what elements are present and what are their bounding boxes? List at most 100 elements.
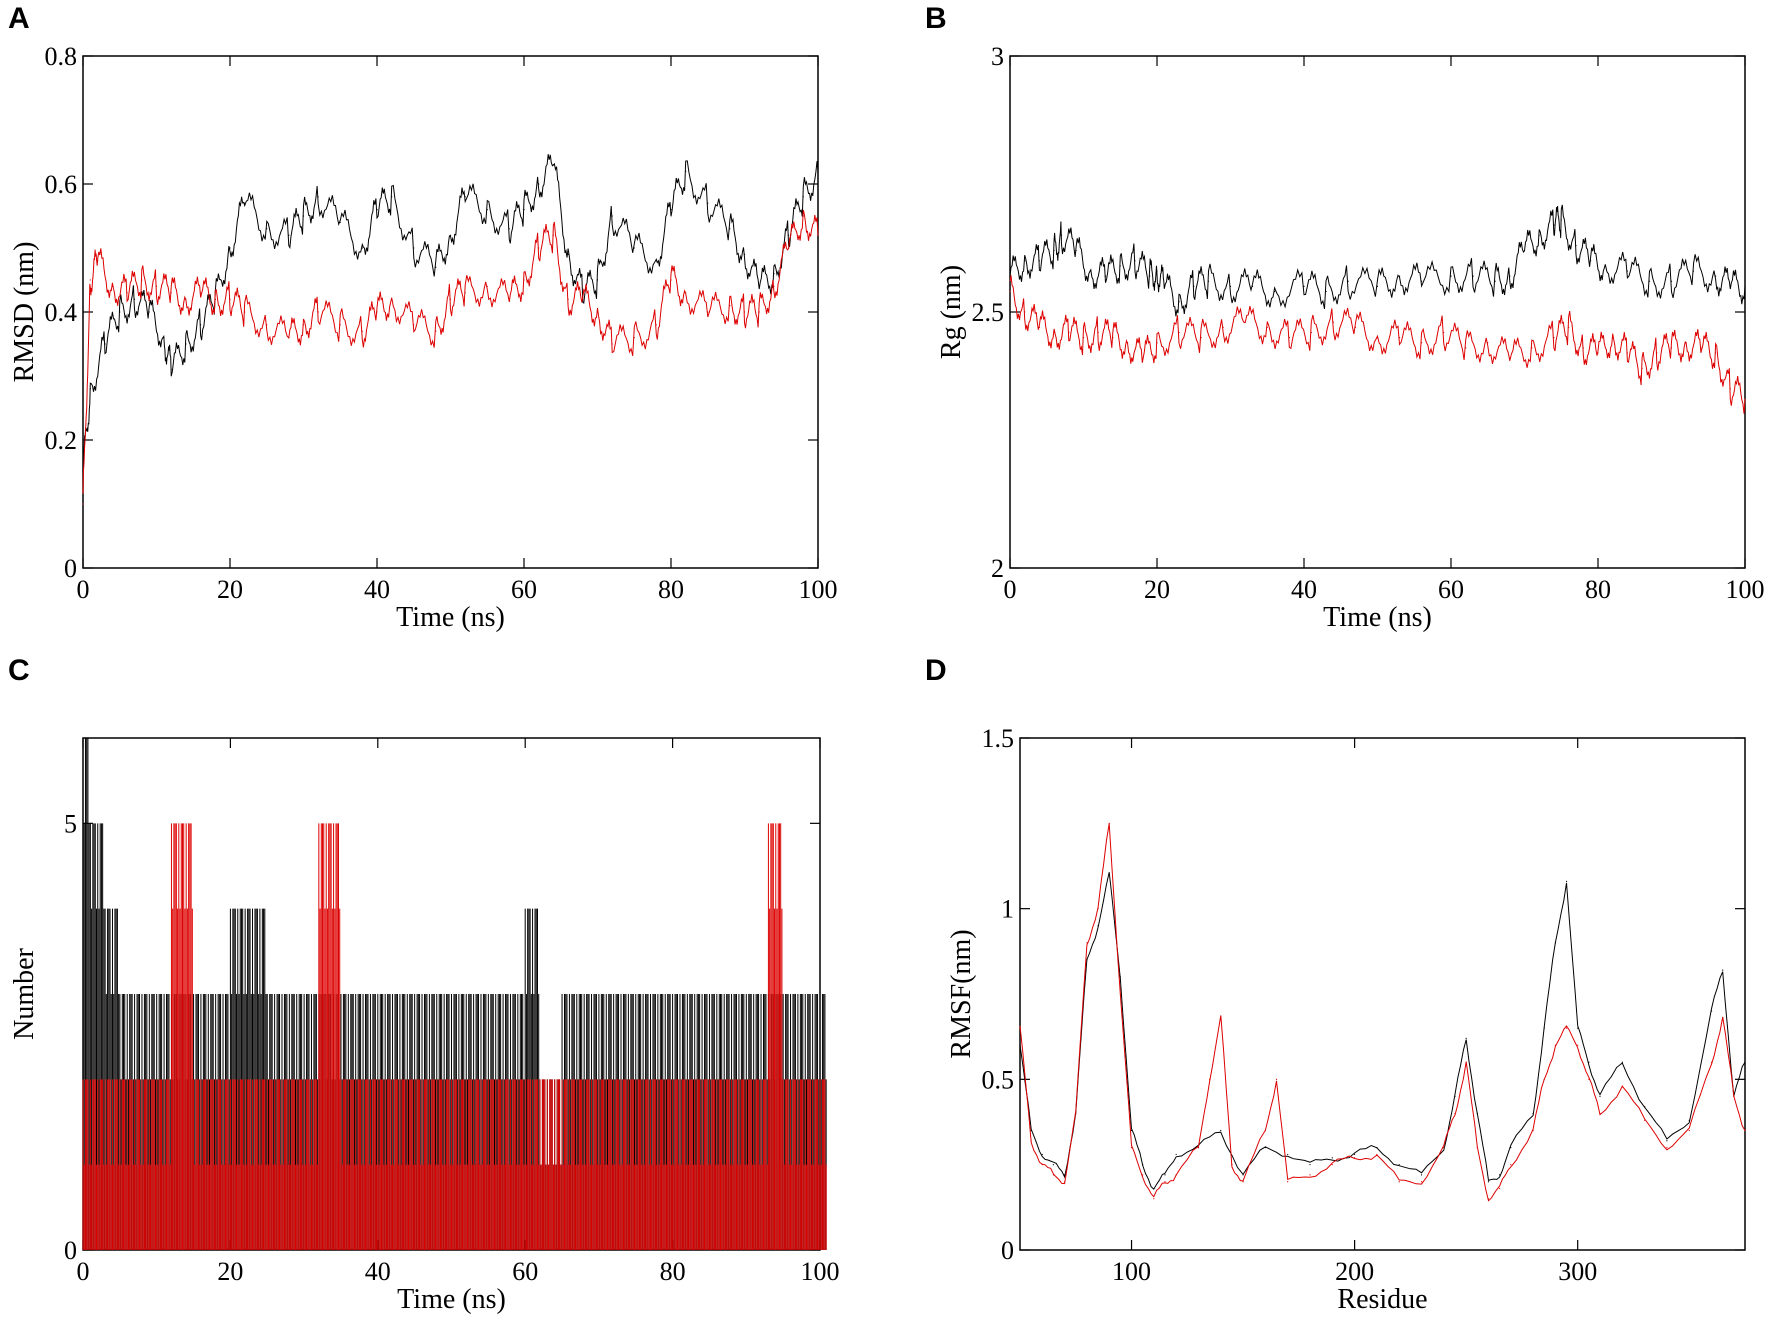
panel-b-point-black — [1156, 270, 1158, 272]
panel-b-point-black — [1178, 301, 1180, 303]
panel-a-point-black — [449, 234, 452, 236]
panel-a-point-red — [266, 324, 268, 326]
panel-a-point-red — [758, 311, 760, 313]
panel-d-x-axis-title: Residue — [1337, 1284, 1427, 1315]
panel-a-point-red — [317, 311, 319, 313]
panel-d-point-red — [1064, 1181, 1066, 1183]
panel-b-point-red — [1082, 337, 1085, 339]
panel-d-point-black — [1420, 1174, 1423, 1176]
panel-a-point-black — [266, 228, 268, 230]
panel-b-point-red — [1443, 331, 1445, 334]
panel-b-point-black — [1744, 285, 1746, 287]
panel-d-point-black — [1331, 1157, 1333, 1159]
panel-a-point-black — [361, 247, 363, 249]
panel-a-series-black — [82, 154, 819, 473]
panel-b-point-black — [1670, 280, 1673, 282]
panel-d-point-red — [1532, 1129, 1534, 1132]
panel-b-point-black — [1523, 249, 1526, 252]
panel-a-point-black — [170, 369, 172, 371]
panel-d-point-black — [1287, 1153, 1289, 1156]
panel-a-point-red — [611, 343, 613, 345]
panel-b-point-black — [1119, 265, 1121, 267]
panel-b-point-black — [1274, 290, 1276, 293]
panel-b-point-red — [1398, 337, 1401, 339]
panel-d-point-red — [1376, 1153, 1378, 1156]
panel-d-point-red — [1443, 1147, 1445, 1149]
panel-b-point-black — [1604, 265, 1606, 267]
panel-b-point-black — [1251, 285, 1254, 287]
panel-b-rg-plot: 0 20 40 60 80 100 2 2.5 3 Time (ns) Rg (nm) — [936, 42, 1765, 633]
panel-a-point-red — [567, 298, 569, 300]
panel-a-point-black — [89, 388, 91, 390]
panel-a-point-black — [802, 196, 804, 198]
panel-d-point-black — [1019, 1044, 1021, 1046]
panel-d-point-black — [1487, 1181, 1490, 1183]
panel-b-point-red — [1156, 342, 1158, 344]
panel-d-series-red — [1019, 823, 1746, 1202]
panel-a-point-red — [244, 311, 246, 313]
panel-a-point-red — [89, 279, 91, 281]
panel-d-point-red — [1041, 1164, 1043, 1166]
panel-b-point-red — [1641, 367, 1643, 369]
panel-a-point-red — [302, 324, 305, 326]
panel-a-point-black — [508, 228, 510, 230]
panel-d-point-black — [1264, 1147, 1266, 1149]
panel-b-point-black — [1590, 260, 1592, 262]
panel-d-point-black — [1710, 1010, 1713, 1012]
panel-a-point-red — [817, 234, 819, 236]
panel-b-point-red — [1222, 326, 1224, 328]
panel-a-point-black — [288, 234, 290, 236]
panel-a-point-red — [185, 298, 187, 300]
panel-b-point-red — [1597, 352, 1599, 354]
panel-a-point-black — [185, 343, 187, 345]
panel-b-point-black — [1626, 270, 1628, 272]
panel-d-point-black — [1476, 1112, 1478, 1115]
panel-b-plot-frame — [1009, 55, 1746, 569]
panel-a-y-tick-label: 0.8 — [45, 42, 78, 71]
panel-d-point-black — [1142, 1164, 1144, 1166]
panel-d-point-red — [1588, 1078, 1590, 1080]
panel-c-x-tick-label: 100 — [801, 1257, 840, 1286]
panel-c-hbond-plot: 0 20 40 60 80 100 0 5 Time (ns) Number — [9, 737, 840, 1315]
panel-b-point-black — [1104, 275, 1107, 277]
panel-a-y-tick-label: 0.6 — [45, 170, 78, 199]
panel-a-point-black — [788, 234, 790, 236]
panel-d-point-red — [1331, 1164, 1333, 1166]
panel-a-point-red — [633, 337, 635, 339]
panel-b-point-black — [1193, 285, 1195, 287]
panel-a-point-black — [148, 311, 150, 313]
panel-a-point-red — [788, 247, 790, 249]
panel-a-point-red — [449, 298, 452, 300]
panel-b-point-red — [1744, 398, 1746, 400]
panel-d-point-black — [1532, 1112, 1534, 1115]
panel-d-point-red — [1275, 1078, 1278, 1080]
panel-b-point-black — [1163, 285, 1165, 287]
panel-b-point-red — [1009, 290, 1011, 293]
panel-d-point-black — [1052, 1164, 1055, 1166]
panel-a-point-black — [376, 209, 378, 211]
panel-b-point-red — [1141, 357, 1143, 359]
panel-a-x-axis-title: Time (ns) — [396, 602, 505, 633]
panel-d-point-red — [1030, 1140, 1032, 1142]
panel-c-x-tick-label: 60 — [512, 1257, 538, 1286]
panel-b-point-red — [1266, 326, 1268, 328]
panel-b-point-red — [1421, 342, 1423, 344]
panel-a-x-tick-label: 0 — [77, 575, 90, 604]
panel-d-point-black — [1744, 1061, 1746, 1063]
panel-b-point-red — [1112, 337, 1114, 339]
panel-a-point-black — [391, 196, 393, 198]
panel-b-x-tick-label: 60 — [1438, 575, 1464, 604]
panel-c-x-tick-label: 40 — [365, 1257, 391, 1286]
panel-b-point-red — [1200, 337, 1202, 339]
panel-b-point-red — [1465, 347, 1467, 349]
panel-a-point-red — [97, 260, 99, 262]
panel-d-point-red — [1454, 1112, 1456, 1115]
panel-a-point-red — [538, 247, 540, 249]
panel-b-point-black — [1472, 275, 1474, 277]
panel-d-point-black — [1465, 1037, 1467, 1039]
panel-d-point-black — [1220, 1129, 1222, 1132]
panel-d-point-black — [1242, 1174, 1244, 1176]
panel-b-y-tick-label: 2 — [991, 554, 1004, 583]
panel-d-point-black — [1309, 1164, 1311, 1166]
panel-a-point-black — [758, 285, 760, 287]
